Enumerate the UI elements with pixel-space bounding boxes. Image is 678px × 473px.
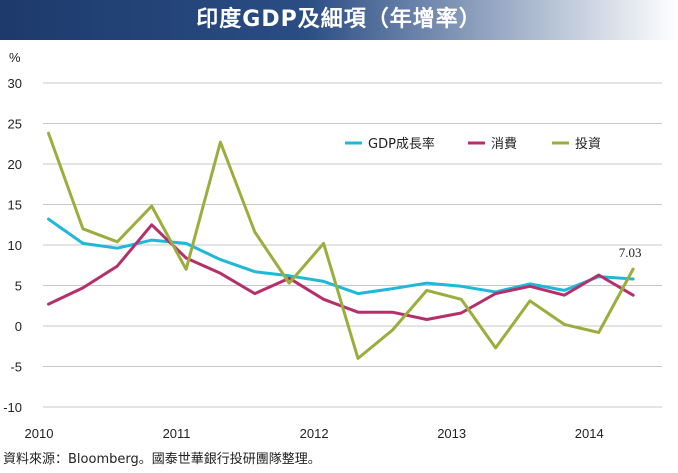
title-bar [0, 0, 678, 40]
line-chart: -10 -5 0 5 10 15 20 25 30 2010 2011 2012 2013 2014 %… [3, 50, 662, 441]
y-axis-label: % [9, 50, 21, 65]
x-tick-label: 2013 [437, 426, 466, 441]
y-tick-label: 0 [15, 319, 22, 334]
annotations: 7.03 [619, 245, 642, 260]
legend-label: GDP成長率 [368, 136, 435, 152]
y-tick-label: 25 [8, 117, 22, 132]
y-tick-label: -10 [3, 400, 22, 415]
y-tick-label: -5 [10, 360, 22, 375]
x-tick-labels: 2010 2011 2012 2013 2014 [25, 426, 604, 441]
grid-lines [43, 82, 662, 408]
x-tick-label: 2010 [25, 426, 54, 441]
y-tick-label: 10 [8, 238, 22, 253]
x-tick-label: 2012 [300, 426, 329, 441]
legend-label: 消費 [491, 137, 517, 152]
series-line [47, 217, 635, 296]
series-lines [47, 131, 635, 360]
x-tick-label: 2011 [163, 426, 191, 441]
y-tick-label: 20 [8, 157, 22, 172]
legend: GDP成長率 消費 投資 [345, 136, 601, 152]
x-tick-label: 2014 [575, 426, 604, 441]
y-tick-label: 5 [15, 279, 22, 294]
data-label: 7.03 [619, 245, 642, 260]
y-tick-label: 15 [8, 198, 22, 213]
y-tick-label: 30 [8, 76, 22, 91]
y-tick-labels: -10 -5 0 5 10 15 20 25 30 [3, 76, 22, 415]
chart-title: 印度GDP及細項（年增率） [196, 7, 482, 32]
legend-label: 投資 [575, 136, 601, 152]
series-line [47, 131, 635, 360]
source-footnote: 資料來源：Bloomberg。國泰世華銀行投研團隊整理。 [3, 452, 321, 467]
